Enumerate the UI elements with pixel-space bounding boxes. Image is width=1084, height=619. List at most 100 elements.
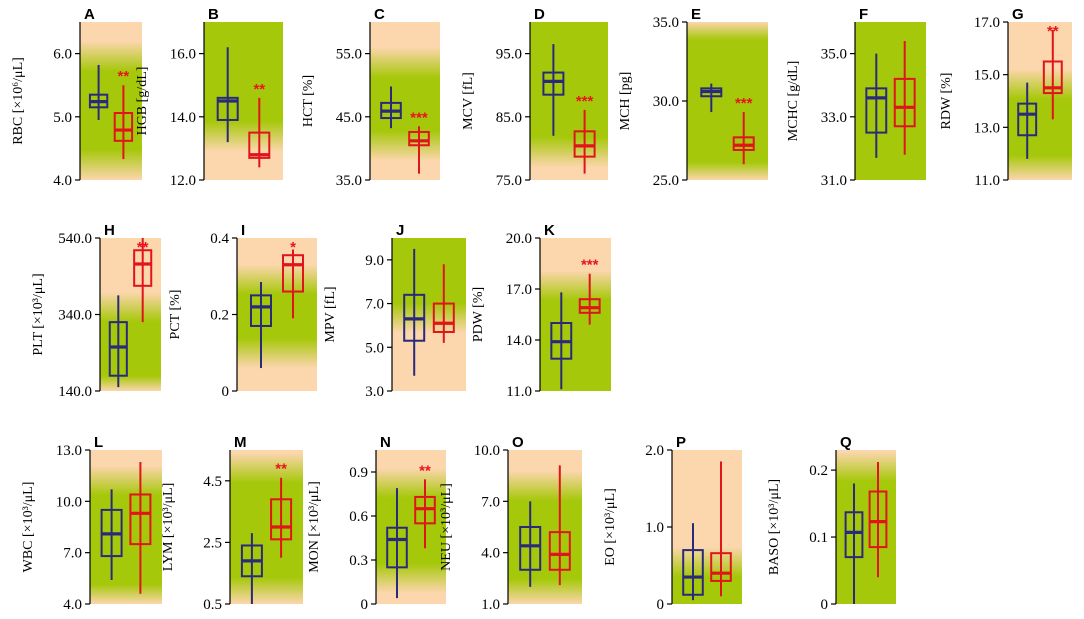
box-patient-k (578, 273, 601, 325)
iqr-box-control (844, 511, 864, 559)
tick-label-j: 7.0 (365, 297, 384, 313)
box-control-o (519, 501, 542, 587)
tick-label-h: 540.0 (58, 231, 92, 247)
y-axis-label-f: MCHC [g/dL] (786, 61, 801, 142)
significance-marker-h: ** (137, 239, 149, 256)
tick-label-k: 14.0 (506, 333, 532, 349)
box-patient-f (893, 40, 916, 155)
panel-label-o: O (512, 434, 524, 451)
panel-c: 35.0 45.0 55.0 HCT [%] C *** (301, 6, 440, 189)
tick-label-h: 140.0 (58, 384, 92, 400)
iqr-box-control (250, 294, 272, 327)
panel-i: 0 0.2 0.4 PCT [%] I * (168, 222, 317, 400)
panel-label-i: I (241, 222, 245, 239)
iqr-box-patient (868, 490, 888, 549)
box-control-n (386, 488, 408, 599)
tick-label-q: 0.2 (809, 463, 828, 479)
panel-label-a: A (84, 6, 95, 23)
tick-label-d: 75.0 (496, 173, 522, 189)
tick-label-n: 0.3 (349, 553, 368, 569)
tick-label-b: 14.0 (170, 110, 196, 126)
significance-marker-b: ** (253, 81, 265, 98)
significance-marker-g: ** (1047, 23, 1059, 40)
tick-label-g: 17.0 (974, 15, 1000, 31)
panel-label-k: K (544, 222, 555, 239)
panel-label-g: G (1012, 6, 1024, 23)
tick-label-a: 5.0 (53, 110, 72, 126)
iqr-box-patient (282, 254, 304, 293)
tick-label-n: 0.6 (349, 509, 368, 525)
box-patient-j (432, 264, 455, 343)
panel-label-b: B (208, 6, 219, 23)
box-patient-b (248, 97, 271, 168)
iqr-box-patient (578, 298, 601, 314)
tick-label-m: 4.5 (203, 474, 222, 490)
tick-label-o: 10.0 (474, 443, 500, 459)
y-axis-label-n: MON [×10³/μL] (307, 481, 322, 573)
tick-label-m: 0.5 (203, 597, 222, 613)
box-control-j (403, 248, 426, 376)
iqr-box-patient (548, 531, 571, 571)
box-control-i (250, 281, 272, 369)
panel-k: 11.0 14.0 17.0 20.0 PDW [%] K *** (471, 222, 611, 400)
iqr-box-control (108, 321, 128, 377)
y-axis-label-d: MCV [fL] (461, 72, 476, 130)
iqr-box-patient (248, 131, 271, 159)
panel-o: 1.0 4.0 7.0 10.0 NEU [×10³/μL] O (439, 434, 582, 613)
tick-label-l: 13.0 (56, 443, 82, 459)
tick-label-a: 6.0 (53, 47, 72, 63)
tick-label-q: 0.1 (809, 530, 828, 546)
box-patient-i (282, 249, 304, 319)
box-patient-q (868, 462, 888, 578)
tick-label-c: 45.0 (336, 110, 362, 126)
panel-a: 4.0 5.0 6.0 RBC [×10⁶/μL] A ** (11, 6, 142, 189)
tick-label-j: 5.0 (365, 340, 384, 356)
tick-label-o: 7.0 (481, 494, 500, 510)
panel-label-d: D (534, 6, 545, 23)
plot-background-k (540, 238, 611, 391)
panel-h: 140.0 340.0 540.0 PLT [×10³/μL] H ** (31, 222, 161, 400)
box-patient-a (113, 85, 134, 160)
tick-label-k: 17.0 (506, 282, 532, 298)
panel-e: 25.0 30.0 35.0 MCH [pg] E *** (618, 6, 768, 189)
box-patient-e (732, 112, 755, 165)
box-patient-l (129, 461, 152, 594)
tick-label-a: 4.0 (53, 173, 72, 189)
tick-label-k: 11.0 (506, 384, 532, 400)
plot-background-e (687, 22, 768, 180)
iqr-box-patient (573, 130, 596, 158)
tick-label-e: 25.0 (653, 173, 679, 189)
panel-label-q: Q (840, 434, 852, 451)
y-axis-label-p: EO [×10³/μL] (603, 488, 618, 566)
tick-label-o: 4.0 (481, 546, 500, 562)
box-control-c (380, 86, 402, 129)
panel-label-c: C (374, 6, 385, 23)
y-axis-label-c: HCT [%] (301, 75, 316, 127)
y-axis-label-g: RDW [%] (939, 73, 954, 130)
box-control-k (550, 292, 573, 390)
panel-j: 3.0 5.0 7.0 9.0 MPV [fL] J (323, 222, 466, 400)
iqr-box-control (542, 71, 565, 96)
tick-label-e: 35.0 (653, 15, 679, 31)
iqr-box-patient (113, 112, 134, 142)
tick-label-d: 95.0 (496, 47, 522, 63)
box-control-l (100, 489, 123, 581)
iqr-box-patient (133, 249, 153, 287)
significance-marker-a: ** (118, 68, 130, 85)
panel-n: 0 0.3 0.6 0.9 MON [×10³/μL] N ** (307, 434, 446, 613)
y-axis-label-j: MPV [fL] (323, 286, 338, 342)
panel-label-m: M (234, 434, 247, 451)
tick-label-j: 9.0 (365, 253, 384, 269)
significance-marker-n: ** (419, 462, 431, 479)
tick-label-i: 0.2 (210, 308, 229, 324)
y-axis-label-e: MCH [pg] (618, 72, 633, 131)
y-axis-label-i: PCT [%] (168, 290, 183, 340)
box-patient-c (408, 126, 430, 174)
plot-background-j (392, 238, 466, 391)
plot-background-g (1008, 22, 1072, 180)
significance-marker-d: *** (576, 93, 594, 110)
panel-label-j: J (396, 222, 404, 239)
box-patient-p (710, 461, 732, 597)
tick-label-l: 7.0 (63, 546, 82, 562)
